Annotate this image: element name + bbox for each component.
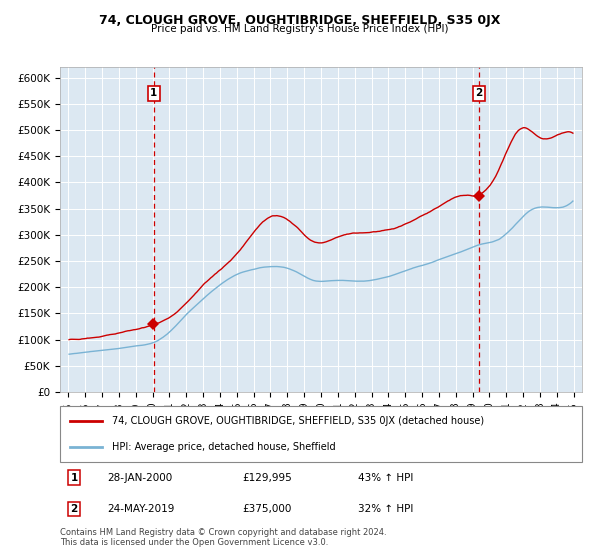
Text: 74, CLOUGH GROVE, OUGHTIBRIDGE, SHEFFIELD, S35 0JX: 74, CLOUGH GROVE, OUGHTIBRIDGE, SHEFFIEL… (100, 14, 500, 27)
Text: £375,000: £375,000 (242, 504, 292, 514)
Text: 28-JAN-2000: 28-JAN-2000 (107, 473, 172, 483)
Text: 24-MAY-2019: 24-MAY-2019 (107, 504, 175, 514)
Text: 1: 1 (150, 88, 157, 99)
FancyBboxPatch shape (60, 406, 582, 462)
Text: Price paid vs. HM Land Registry's House Price Index (HPI): Price paid vs. HM Land Registry's House … (151, 24, 449, 34)
Text: This data is licensed under the Open Government Licence v3.0.: This data is licensed under the Open Gov… (60, 538, 328, 547)
Text: 1: 1 (70, 473, 77, 483)
Text: £129,995: £129,995 (242, 473, 292, 483)
Text: HPI: Average price, detached house, Sheffield: HPI: Average price, detached house, Shef… (112, 442, 336, 452)
Text: 32% ↑ HPI: 32% ↑ HPI (358, 504, 413, 514)
Text: 74, CLOUGH GROVE, OUGHTIBRIDGE, SHEFFIELD, S35 0JX (detached house): 74, CLOUGH GROVE, OUGHTIBRIDGE, SHEFFIEL… (112, 416, 484, 426)
Text: Contains HM Land Registry data © Crown copyright and database right 2024.: Contains HM Land Registry data © Crown c… (60, 528, 386, 536)
Text: 2: 2 (70, 504, 77, 514)
Text: 2: 2 (475, 88, 482, 99)
Text: 43% ↑ HPI: 43% ↑ HPI (358, 473, 413, 483)
